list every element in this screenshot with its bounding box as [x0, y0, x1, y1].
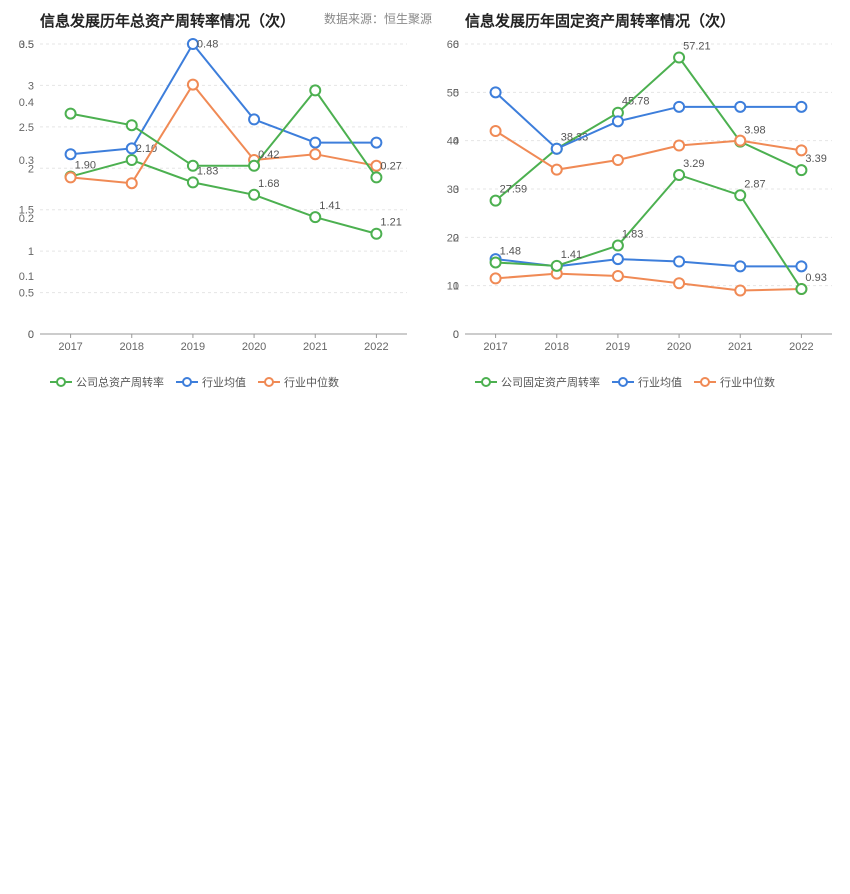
svg-text:0.3: 0.3 [19, 155, 34, 167]
svg-text:0.93: 0.93 [805, 272, 826, 284]
svg-text:57.21: 57.21 [683, 40, 711, 52]
svg-text:2020: 2020 [667, 341, 691, 353]
svg-text:27.59: 27.59 [500, 184, 528, 196]
legend-item: 行业均值 [612, 374, 682, 390]
svg-text:0.2: 0.2 [19, 213, 34, 225]
svg-text:1: 1 [28, 246, 34, 258]
svg-text:0: 0 [453, 329, 459, 341]
svg-text:0.42: 0.42 [258, 149, 279, 161]
chart-legend-left: 公司总资产周转率行业均值行业中位数 [50, 374, 339, 390]
svg-text:0.5: 0.5 [19, 39, 34, 51]
svg-text:0: 0 [28, 329, 34, 341]
svg-text:2.5: 2.5 [19, 122, 34, 134]
legend-item: 行业中位数 [258, 374, 339, 390]
svg-text:0.1: 0.1 [19, 271, 34, 283]
svg-text:2021: 2021 [303, 341, 327, 353]
svg-text:2019: 2019 [606, 341, 630, 353]
svg-text:4: 4 [453, 136, 459, 148]
svg-text:1: 1 [453, 281, 459, 293]
svg-text:1.21: 1.21 [380, 217, 401, 229]
chart-title-right: 信息发展历年固定资产周转率情况（次） [465, 10, 735, 31]
chart-svg-right: 0102030405060012345620172018201920202021… [425, 34, 850, 364]
legend-item: 公司固定资产周转率 [475, 374, 600, 390]
legend-item: 行业均值 [176, 374, 246, 390]
svg-text:2021: 2021 [728, 341, 752, 353]
svg-text:1.83: 1.83 [197, 165, 218, 177]
svg-text:2022: 2022 [789, 341, 813, 353]
svg-text:0.4: 0.4 [19, 97, 34, 109]
svg-text:2.87: 2.87 [744, 178, 765, 190]
chart-card-right: 信息发展历年固定资产周转率情况（次） 010203040506001234562… [425, 4, 850, 414]
svg-text:3: 3 [453, 184, 459, 196]
svg-text:2018: 2018 [545, 341, 569, 353]
svg-text:2: 2 [453, 232, 459, 244]
svg-text:1.48: 1.48 [500, 245, 521, 257]
svg-text:2017: 2017 [58, 341, 82, 353]
svg-text:2019: 2019 [181, 341, 205, 353]
chart-row: 信息发展历年总资产周转率情况（次） 00.511.522.533.500.10.… [0, 0, 850, 414]
svg-text:45.78: 45.78 [622, 96, 650, 108]
svg-text:0.5: 0.5 [19, 288, 34, 300]
svg-text:0.27: 0.27 [380, 160, 401, 172]
svg-text:38.33: 38.33 [561, 132, 589, 144]
empty-lower-area [0, 414, 850, 894]
svg-text:1.41: 1.41 [319, 200, 340, 212]
svg-text:1.41: 1.41 [561, 249, 582, 261]
svg-text:1.68: 1.68 [258, 178, 279, 190]
legend-item: 公司总资产周转率 [50, 374, 164, 390]
svg-text:2020: 2020 [242, 341, 266, 353]
svg-text:6: 6 [453, 39, 459, 51]
chart-card-left: 信息发展历年总资产周转率情况（次） 00.511.522.533.500.10.… [0, 4, 425, 414]
svg-text:3.98: 3.98 [744, 125, 765, 137]
svg-text:5: 5 [453, 87, 459, 99]
svg-text:3: 3 [28, 80, 34, 92]
svg-text:0.48: 0.48 [197, 39, 218, 51]
svg-text:1.83: 1.83 [622, 229, 643, 241]
svg-text:2018: 2018 [120, 341, 144, 353]
svg-text:2017: 2017 [483, 341, 507, 353]
chart-title-left: 信息发展历年总资产周转率情况（次） [40, 10, 295, 31]
chart-svg-left: 00.511.522.533.500.10.20.30.40.520172018… [0, 34, 425, 364]
svg-text:1.90: 1.90 [75, 160, 96, 172]
legend-item: 行业中位数 [694, 374, 775, 390]
svg-text:3.29: 3.29 [683, 158, 704, 170]
svg-text:2022: 2022 [364, 341, 388, 353]
chart-legend-right: 公司固定资产周转率行业均值行业中位数 [475, 374, 775, 390]
svg-text:3.39: 3.39 [805, 153, 826, 165]
